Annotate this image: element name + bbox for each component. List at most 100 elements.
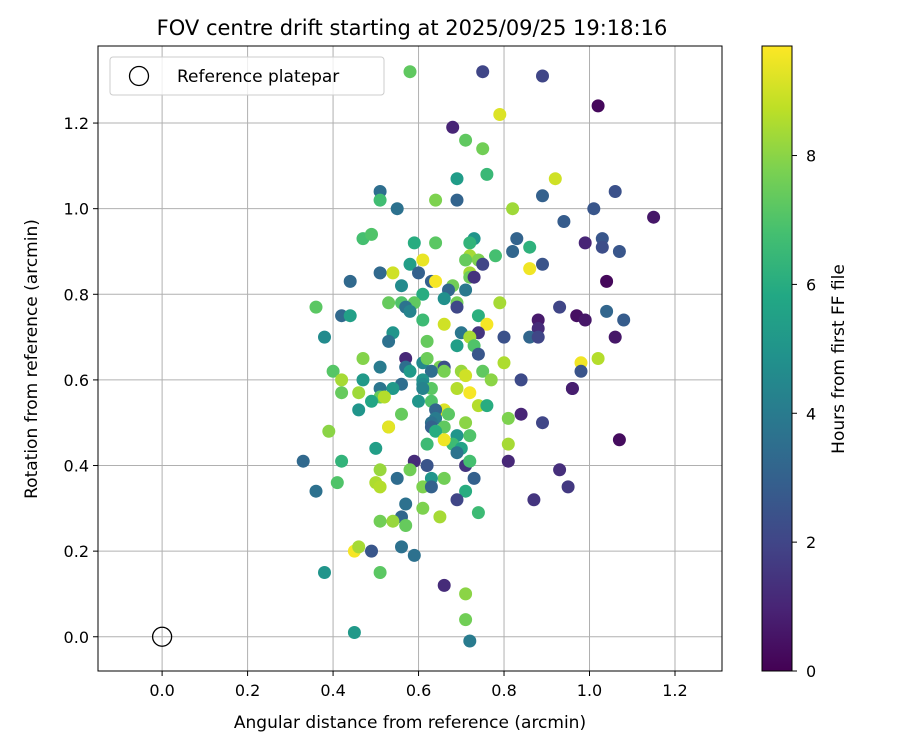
data-point [403,257,417,271]
data-point [608,185,622,198]
data-point [369,441,383,455]
data-point [514,407,528,421]
reference-marker [151,626,173,647]
data-point [416,287,430,301]
data-point [450,446,464,460]
colorbar: 0 2 4 6 8 Hours from first FF file [761,45,849,681]
data-point [463,634,477,648]
data-point [536,416,549,430]
data-point [356,373,370,387]
data-point [463,386,477,400]
y-tick-label: 0.0 [64,628,89,647]
data-point [459,416,473,430]
data-point [420,334,434,348]
data-point [600,274,614,288]
data-point [591,99,605,113]
data-point [536,189,549,203]
y-tick-label: 0.2 [64,542,89,561]
data-point [429,193,443,207]
colorbar-gradient [761,45,793,672]
data-point [420,459,434,472]
data-point [536,257,549,271]
data-point [578,313,592,327]
data-point [523,262,537,276]
data-point [382,334,396,348]
data-point [450,300,464,314]
data-point [335,373,349,387]
data-point [523,240,537,254]
data-point [501,411,515,425]
data-point [450,382,464,395]
data-point [531,330,545,344]
data-point [416,313,430,327]
data-point [493,108,507,121]
y-tick-label: 1.2 [64,114,89,133]
axis-ticks: 0.0 0.2 0.4 0.6 0.8 1.0 1.2 0.0 0.2 0.4 0.6 0.8 1.0 1… [64,114,688,700]
data-point [386,266,400,280]
data-point [497,356,511,370]
data-point [424,364,438,378]
data-point [429,236,443,250]
x-tick-label: 0.6 [406,681,431,700]
data-point [407,548,421,562]
data-point [412,394,425,408]
data-point [591,352,605,365]
data-point [373,193,387,207]
data-point [403,463,417,477]
data-point [373,566,387,579]
data-point [459,587,473,601]
data-point [424,480,438,494]
data-point [553,463,567,477]
data-point [395,540,408,554]
data-point [433,510,447,524]
data-point [578,236,592,250]
x-tick-label: 0.4 [320,681,345,700]
data-point [608,330,622,344]
data-point [373,360,387,374]
colorbar-label: Hours from first FF file [829,264,849,454]
data-point [352,540,366,554]
data-point [437,364,451,378]
data-point [459,369,473,383]
data-point [446,120,460,134]
data-point [403,304,417,318]
data-point [450,493,464,507]
data-point [467,270,481,284]
plot-frame [97,45,723,672]
data-point [322,424,336,438]
data-point [480,167,494,181]
data-point [450,172,464,186]
data-point [412,266,425,280]
data-point [335,386,349,400]
data-point [617,313,631,327]
data-point [386,514,400,528]
data-point [437,471,451,485]
data-point [347,626,361,639]
data-point [352,403,366,417]
data-point [377,390,391,404]
data-point [437,292,451,306]
data-point [416,382,430,395]
data-point [390,202,404,216]
data-point [450,193,464,207]
data-point [330,476,344,490]
data-point [612,433,626,447]
data-point [343,274,357,288]
data-point [309,300,323,314]
data-point [437,317,451,331]
chart-title: FOV centre drift starting at 2025/09/25 … [157,16,668,40]
y-tick-label: 0.6 [64,371,89,390]
data-point [536,69,549,83]
data-point [514,373,528,387]
data-point [587,202,601,216]
data-point [471,506,485,520]
data-point [480,317,494,331]
data-point [318,566,331,579]
data-point [527,493,541,507]
data-point [476,65,490,79]
legend-marker-icon [128,65,150,87]
data-point [459,133,473,147]
data-point [442,407,455,421]
x-tick-label: 0.8 [491,681,516,700]
data-point [450,339,464,353]
